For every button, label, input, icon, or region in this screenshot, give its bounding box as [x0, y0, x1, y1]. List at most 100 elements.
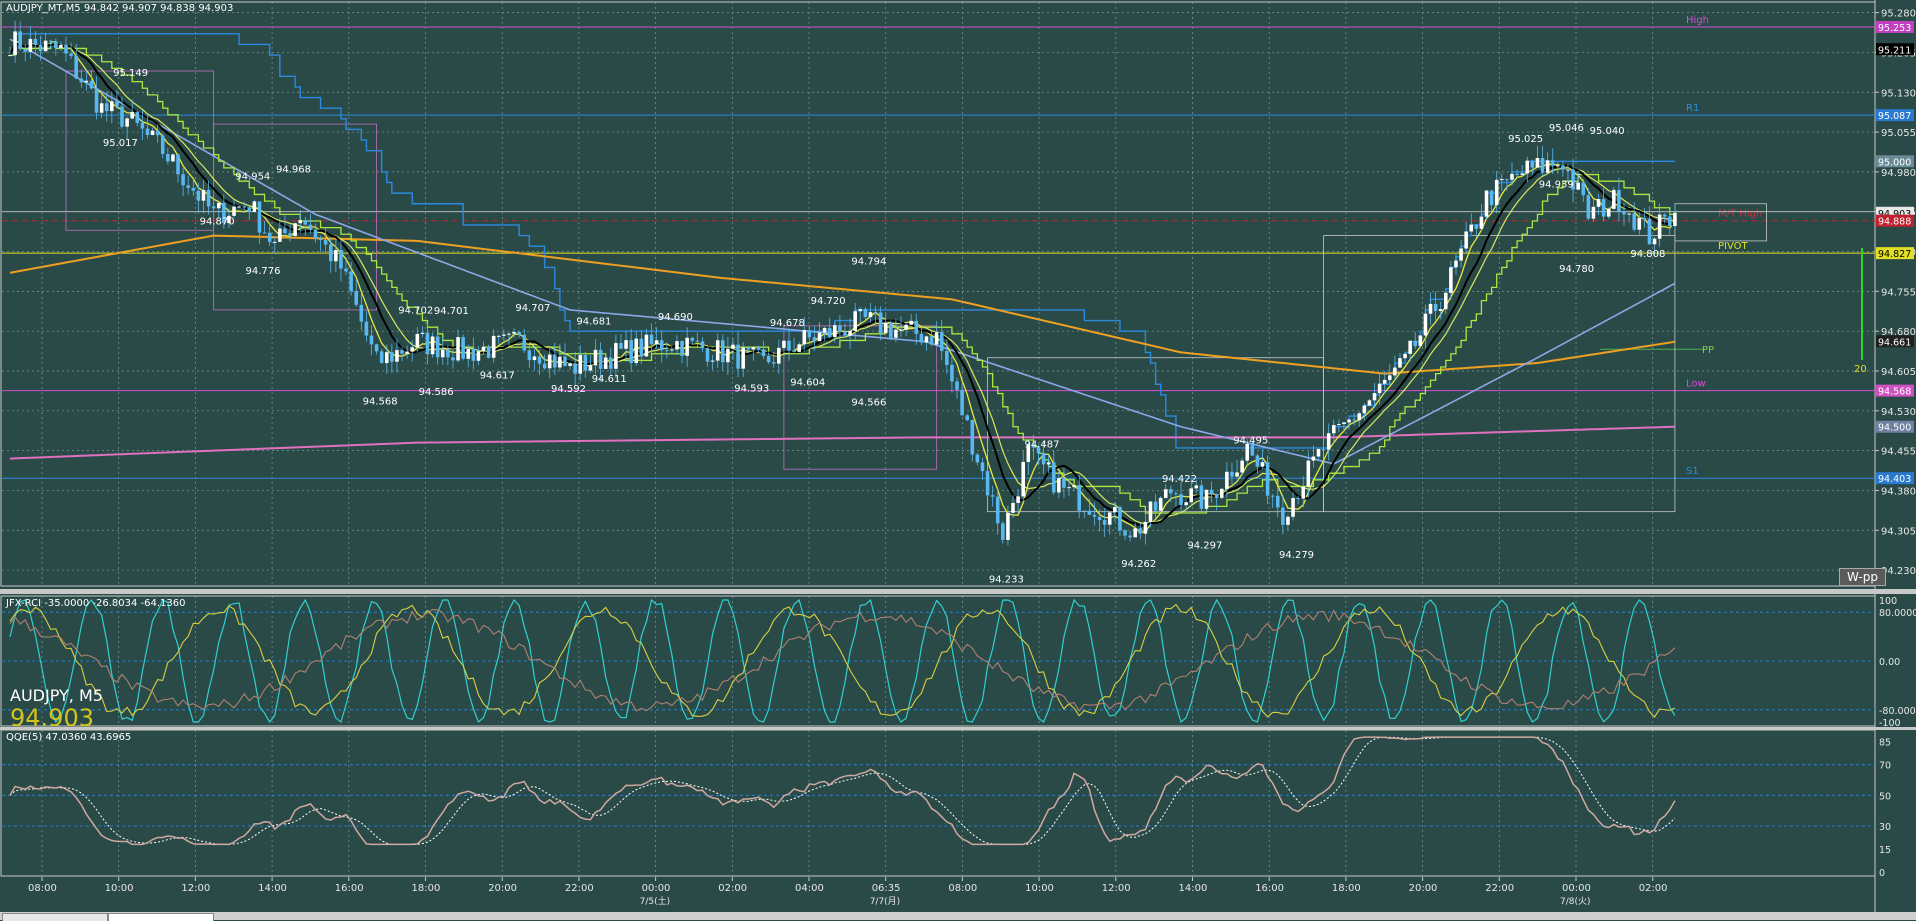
candle-body	[466, 348, 471, 359]
candle-body	[405, 351, 409, 354]
level-low-label: Low	[1686, 379, 1706, 390]
candle-body	[1642, 218, 1647, 220]
price-label: 94.870	[200, 216, 235, 227]
candle-body	[18, 31, 22, 50]
candle-body	[1169, 489, 1173, 494]
w-pp-button[interactable]: W-pp	[1839, 568, 1886, 586]
price-tag-label: 94.661	[1878, 337, 1911, 348]
candle-body	[293, 223, 297, 236]
candle-body	[609, 357, 613, 369]
candle-body	[1632, 213, 1636, 230]
candle-body	[283, 228, 287, 234]
candle-body	[568, 363, 572, 366]
time-label: 22:00	[565, 883, 594, 894]
time-label: 04:00	[795, 883, 824, 894]
candle-body	[262, 232, 267, 234]
candle-body	[496, 335, 501, 337]
candle-body	[863, 309, 868, 318]
candle-body	[181, 174, 185, 186]
candle-body	[578, 354, 583, 374]
price-tag-label: 95.253	[1878, 23, 1911, 34]
candle-body	[252, 201, 257, 212]
candle-body	[1357, 413, 1362, 421]
candle-body	[1092, 514, 1097, 517]
candle-body	[598, 349, 603, 369]
price-axis: 95.28095.20595.13095.05594.98094.90594.8…	[1875, 9, 1916, 577]
candle-body	[1403, 353, 1407, 359]
price-tag	[1876, 335, 1914, 348]
price-label: 94.262	[1121, 559, 1156, 570]
price-label: 94.701	[434, 306, 469, 317]
chart-tab-active[interactable]	[108, 913, 214, 921]
chart-tab-bar	[0, 912, 1916, 921]
price-tick-label: 94.605	[1881, 367, 1916, 378]
candle-body	[1622, 211, 1626, 215]
time-label: 14:00	[1179, 883, 1208, 894]
candle-body	[216, 202, 221, 209]
candle-body	[1545, 160, 1550, 173]
rci-tick-label: 100	[1879, 596, 1897, 607]
price-labels: 95.149 95.017 94.954 94.968 94.870 94.776 94.7…	[103, 68, 1665, 585]
chart-tab[interactable]	[2, 913, 108, 921]
candle-body	[196, 190, 201, 201]
level-mh-label: M/T High	[1718, 209, 1762, 220]
candle-body	[685, 337, 689, 356]
candle-body	[1525, 160, 1530, 174]
candle-body	[883, 322, 888, 334]
candle-body	[1520, 173, 1524, 175]
symbol-label: AUDJPY, M5	[10, 686, 103, 705]
candle-body	[1041, 453, 1046, 465]
price-tick-label: 95.055	[1881, 128, 1916, 139]
candle-body	[771, 362, 776, 364]
price-tag	[1876, 247, 1914, 260]
rci-tick-label: 80.0000	[1879, 608, 1916, 619]
candle-body	[1647, 218, 1652, 245]
candle-body	[115, 101, 119, 107]
candle-body	[1433, 303, 1438, 312]
candle-body	[232, 206, 236, 216]
candle-body	[1321, 448, 1326, 450]
candle-body	[155, 130, 160, 136]
price-tick-label: 94.230	[1881, 566, 1916, 577]
candle-body	[33, 38, 38, 45]
candle-body	[797, 344, 801, 352]
candle-body	[542, 363, 547, 369]
sma-black-line	[9, 41, 1675, 527]
candle-body	[1596, 199, 1601, 207]
candle-body	[349, 271, 353, 292]
candle-body	[914, 320, 919, 334]
candle-body	[873, 312, 878, 314]
candle-body	[1388, 375, 1392, 380]
candle-body	[23, 49, 28, 52]
candle-body	[48, 40, 53, 42]
candle-body	[802, 329, 807, 345]
candle-body	[965, 415, 969, 421]
candle-body	[1148, 501, 1153, 522]
candle-body	[1367, 400, 1372, 406]
price-label: 95.025	[1508, 134, 1543, 145]
rci-tick-label: 0.00	[1879, 657, 1900, 668]
candle-body	[995, 496, 1000, 524]
candle-body	[680, 341, 684, 356]
candle-body	[766, 355, 771, 363]
range-box	[1323, 235, 1676, 513]
candle-body	[130, 112, 134, 119]
price-label: 94.707	[515, 303, 550, 314]
candle-body	[1270, 495, 1275, 497]
candle-body	[1016, 496, 1020, 503]
range-bar-label: 20	[1854, 364, 1867, 375]
candle-body	[1163, 489, 1168, 498]
candlestick-series	[8, 20, 1677, 546]
grid-lines	[2, 2, 1875, 876]
candle-body	[1230, 471, 1234, 477]
rci-short-line	[9, 598, 1676, 724]
candle-body	[191, 187, 196, 191]
time-label: 02:00	[718, 883, 747, 894]
time-label: 02:00	[1639, 883, 1668, 894]
candle-body	[38, 44, 43, 52]
price-label: 94.939	[1539, 180, 1574, 191]
candle-body	[237, 206, 241, 208]
price-tick-label: 94.980	[1881, 168, 1916, 179]
